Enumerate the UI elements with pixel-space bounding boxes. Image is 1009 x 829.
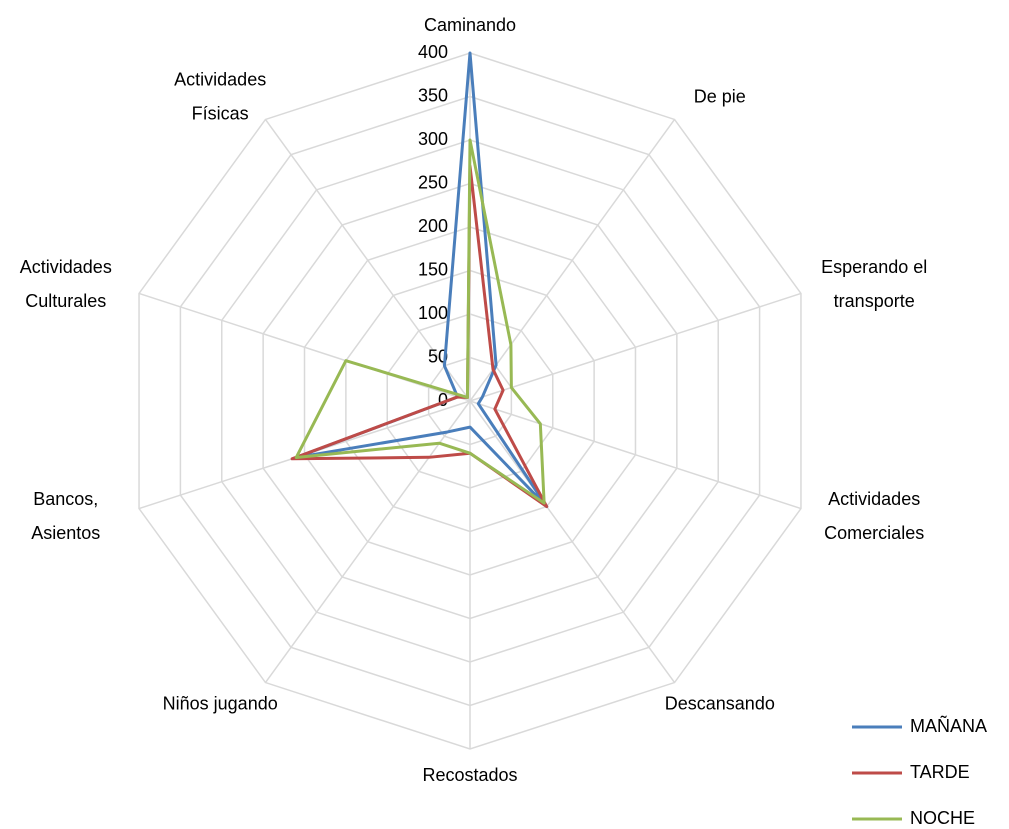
r-tick-label: 150 [418,259,448,279]
r-tick-label: 50 [428,346,448,366]
r-tick-label: 400 [418,42,448,62]
r-tick-label: 300 [418,129,448,149]
r-tick-label: 0 [438,390,448,410]
spoke [469,292,802,402]
category-label: Descansando [665,693,775,713]
r-tick-label: 350 [418,85,448,105]
legend-label: MAÑANA [910,715,987,736]
category-label: Recostados [422,765,517,785]
category-label: Actividades Comerciales [824,489,924,543]
category-label: Actividades Culturales [20,257,112,311]
spoke [264,119,471,402]
series-line [294,138,546,505]
category-label: Actividades Físicas [174,69,266,123]
category-label: Caminando [424,15,516,35]
spoke [469,119,676,402]
r-tick-label: 250 [418,172,448,192]
legend-label: TARDE [910,762,970,782]
spoke [469,400,676,683]
r-tick-label: 100 [418,303,448,323]
category-label: De pie [694,86,746,106]
category-label: Bancos, Asientos [31,489,100,543]
category-label: Niños jugando [163,693,278,713]
spoke [469,400,802,510]
category-label: Esperando el transporte [821,257,927,311]
spoke [264,400,471,683]
legend-label: NOCHE [910,808,975,828]
r-tick-label: 200 [418,216,448,236]
series-line [294,51,549,509]
